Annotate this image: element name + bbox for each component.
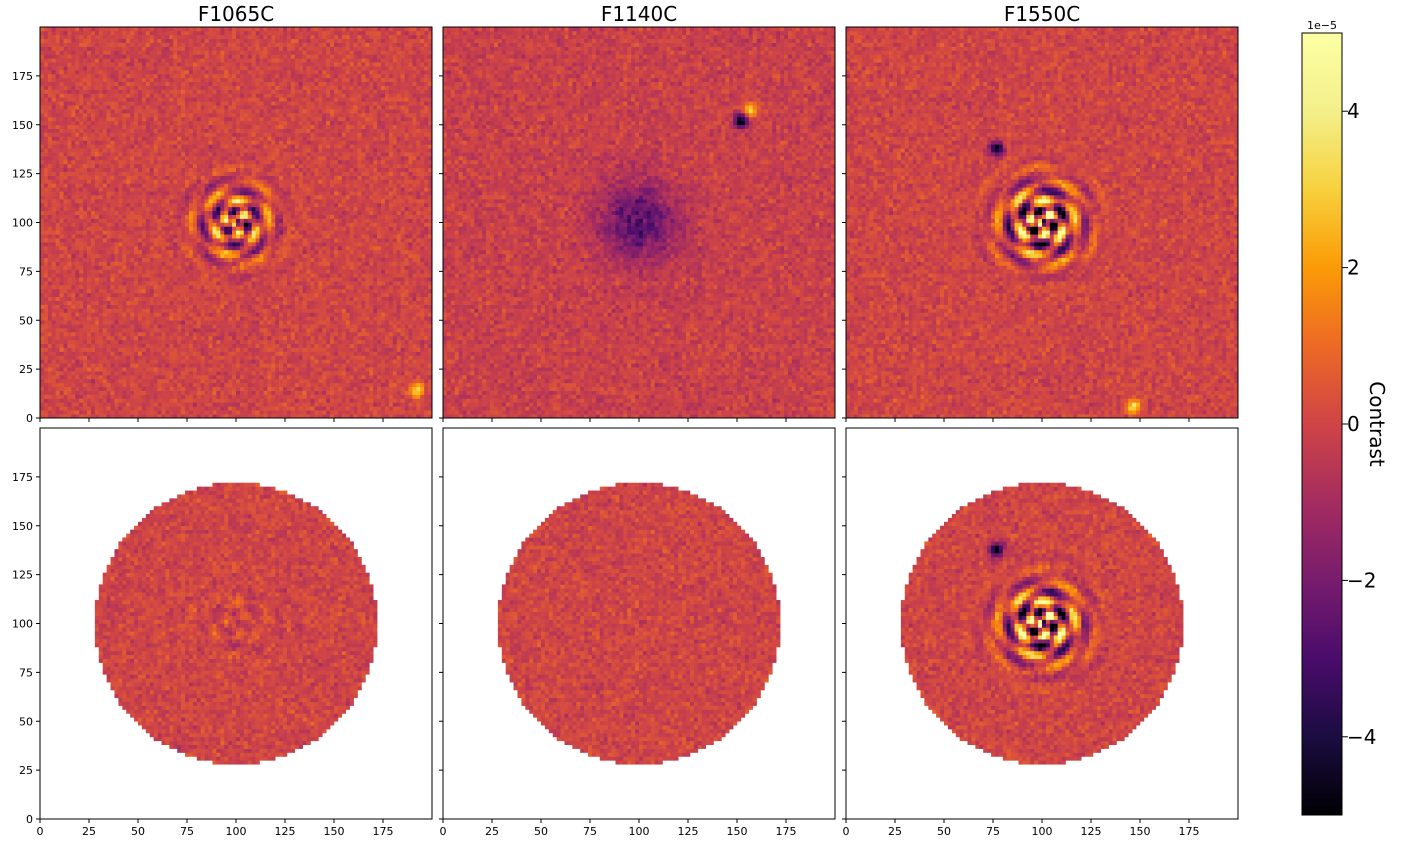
- y-tick-label: 25: [19, 764, 33, 777]
- y-tick-label: 125: [12, 168, 33, 181]
- y-tick-label: 25: [19, 363, 33, 376]
- x-tick-label: 75: [986, 825, 1000, 838]
- y-tick-label: 100: [12, 618, 33, 631]
- colorbar-tick-label: −4: [1347, 725, 1376, 749]
- colorbar-tick-label: 2: [1347, 256, 1360, 280]
- heatmap-cells: [94, 482, 378, 765]
- x-tick-label: 125: [678, 825, 699, 838]
- x-tick-label: 25: [888, 825, 902, 838]
- colorbar-gradient: [1301, 32, 1343, 816]
- y-tick-label: 175: [12, 70, 33, 83]
- heatmap-cells: [497, 482, 781, 765]
- panel-title-f1140c: F1140C: [601, 2, 677, 26]
- y-tick-label: 0: [26, 412, 33, 425]
- x-tick-label: 150: [1130, 825, 1151, 838]
- x-tick-label: 0: [440, 825, 447, 838]
- x-tick-label: 100: [1032, 825, 1053, 838]
- colorbar-label: Contrast: [1365, 381, 1389, 467]
- x-tick-label: 125: [1081, 825, 1102, 838]
- panel-grid: 0 25 50 75 100 125 150 175 0 25 50 75 100 125 150 175 0 2…: [12, 26, 1239, 838]
- y-tick-label: 100: [12, 217, 33, 230]
- colorbar-ticks: −4 −2 0 2 4: [1342, 99, 1376, 749]
- x-tick-label: 50: [131, 825, 145, 838]
- colorbar-tick-label: 4: [1347, 99, 1360, 123]
- image-panel-r0-c1: [439, 26, 836, 422]
- x-tick-label: 175: [776, 825, 797, 838]
- y-tick-label: 150: [12, 520, 33, 533]
- x-tick-label: 100: [226, 825, 247, 838]
- y-tick-label: 75: [19, 666, 33, 679]
- panel-titles: F1065C F1140C F1550C: [198, 2, 1080, 26]
- heatmap-cells: [846, 27, 1238, 418]
- x-tick-label: 25: [485, 825, 499, 838]
- y-tick-label: 50: [19, 314, 33, 327]
- y-tick-label: 175: [12, 471, 33, 484]
- image-panel-r1-c2: 0 25 50 75 100 125 150 175: [842, 427, 1239, 838]
- x-tick-label: 75: [180, 825, 194, 838]
- y-tick-label: 150: [12, 119, 33, 132]
- colorbar-tick-label: 0: [1347, 412, 1360, 436]
- image-panel-r1-c0: 0 25 50 75 100 125 150 175 0 25 50 75 100 125 150 175: [12, 427, 433, 838]
- colorbar-tick-label: −2: [1347, 568, 1376, 592]
- heatmap-cells: [443, 27, 835, 418]
- x-tick-label: 0: [37, 825, 44, 838]
- x-tick-label: 50: [534, 825, 548, 838]
- x-tick-label: 25: [82, 825, 96, 838]
- x-tick-label: 100: [629, 825, 650, 838]
- image-panel-r0-c2: [842, 26, 1239, 422]
- x-tick-label: 175: [373, 825, 394, 838]
- y-tick-label: 125: [12, 569, 33, 582]
- y-tick-label: 75: [19, 265, 33, 278]
- x-tick-label: 150: [324, 825, 345, 838]
- y-tick-label: 50: [19, 715, 33, 728]
- image-panel-r1-c1: 0 25 50 75 100 125 150 175: [439, 427, 836, 838]
- panel-title-f1065c: F1065C: [198, 2, 274, 26]
- x-tick-label: 50: [937, 825, 951, 838]
- heatmap-cells: [40, 27, 432, 418]
- heatmap-cells: [900, 482, 1184, 765]
- colorbar: 1e−5 −4 −2 0 2 4 Contrast: [1301, 19, 1389, 816]
- x-tick-label: 75: [583, 825, 597, 838]
- image-panel-r0-c0: 0 25 50 75 100 125 150 175: [12, 26, 433, 425]
- colorbar-exponent-label: 1e−5: [1307, 19, 1337, 32]
- panel-title-f1550c: F1550C: [1004, 2, 1080, 26]
- x-tick-label: 0: [843, 825, 850, 838]
- x-tick-label: 150: [727, 825, 748, 838]
- x-tick-label: 175: [1179, 825, 1200, 838]
- y-tick-label: 0: [26, 813, 33, 826]
- x-tick-label: 125: [275, 825, 296, 838]
